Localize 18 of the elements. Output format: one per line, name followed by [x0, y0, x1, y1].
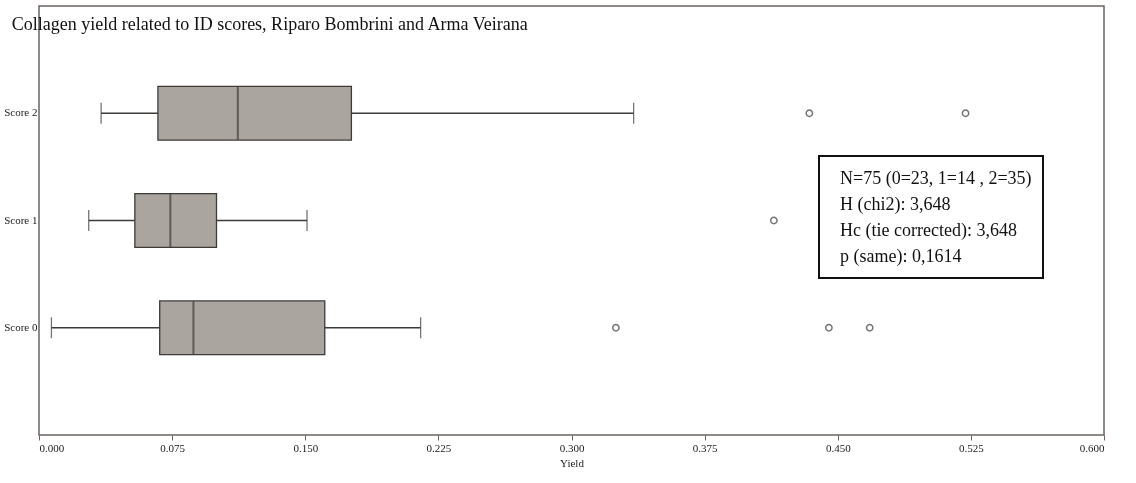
annotation: H (chi2): 3,648 [840, 193, 952, 216]
x-axis-title: Yield [560, 456, 585, 469]
x-tick-label: 0.225 [426, 441, 452, 454]
annotation: Hc (tie corrected): 3,648 [840, 219, 1018, 242]
x-tick-label: 0.525 [959, 441, 985, 454]
x-tick-label: 0.600 [1079, 441, 1105, 454]
x-tick-label: 0.450 [825, 441, 852, 454]
chart-title: Collagen yield related to ID scores, Riparo Bombrini and Arma Veirana [11, 14, 528, 34]
x-tick-label: 0.150 [293, 441, 319, 454]
y-tick-label: Score 1 [4, 213, 38, 226]
x-tick-label: 0.300 [559, 441, 585, 454]
y-tick-label: Score 2 [4, 106, 38, 119]
annotation: p (same): 0,1614 [840, 245, 963, 268]
x-tick-label: 0.000 [39, 441, 65, 454]
x-tick-label: 0.375 [692, 441, 718, 454]
x-tick-label: 0.075 [160, 441, 186, 454]
annotation: N=75 (0=23, 1=14 , 2=35) [840, 167, 1032, 190]
y-tick-label: Score 0 [4, 320, 38, 333]
